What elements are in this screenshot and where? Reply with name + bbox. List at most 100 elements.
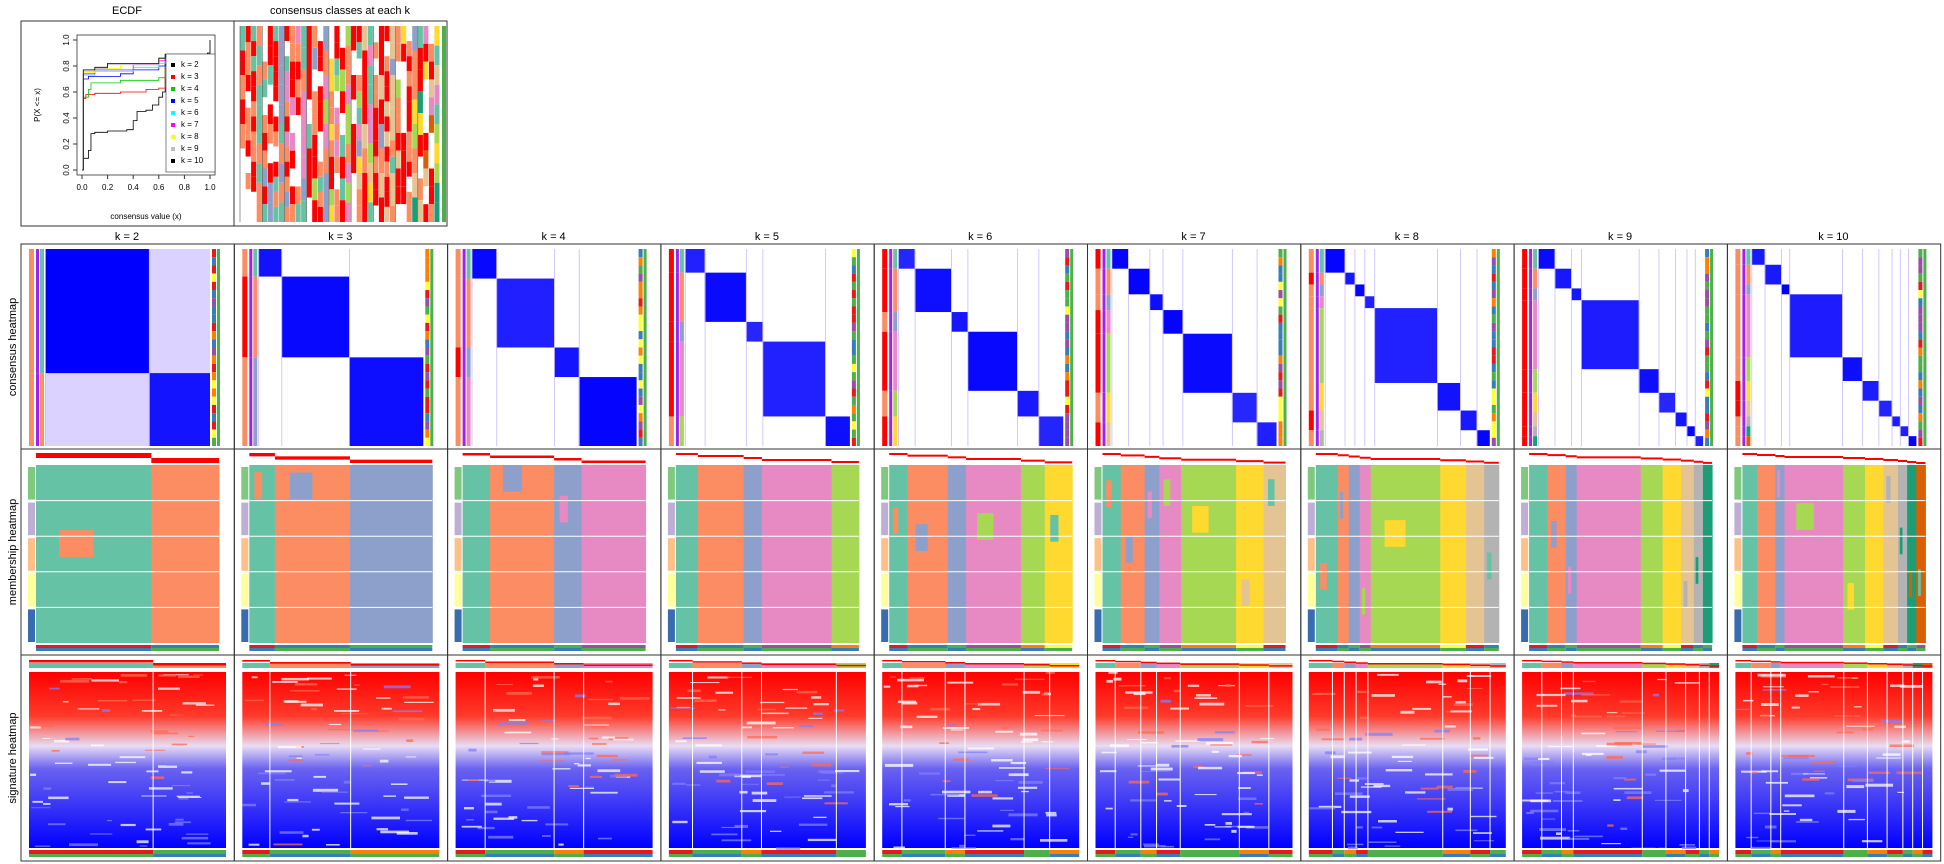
annotation-bar bbox=[1742, 264, 1746, 285]
class-cell-k10 bbox=[428, 43, 434, 62]
class-cell-k6 bbox=[334, 26, 340, 43]
class-cell-k8 bbox=[378, 99, 384, 124]
membership-mix bbox=[1125, 535, 1133, 563]
signature-noise bbox=[289, 690, 320, 692]
signature-noise bbox=[150, 730, 169, 733]
consensus-gridline bbox=[1781, 249, 1782, 446]
signature-bottom-annotation bbox=[945, 850, 965, 854]
bottom-annotation-bar bbox=[1883, 648, 1898, 651]
annotation-bar bbox=[1742, 294, 1746, 358]
membership-mix bbox=[1918, 569, 1921, 596]
signature-noise bbox=[158, 765, 178, 768]
right-annotation-cell bbox=[1918, 249, 1923, 258]
signature-noise bbox=[906, 684, 919, 688]
signature-noise bbox=[541, 751, 569, 754]
bottom-annotation-bar bbox=[462, 648, 491, 651]
row-label-signature: signature heatmap bbox=[7, 712, 19, 803]
signature-prob-bar bbox=[882, 660, 902, 662]
signature-noise bbox=[1108, 672, 1118, 674]
right-annotation-cell bbox=[425, 429, 430, 438]
signature-noise bbox=[1763, 686, 1784, 688]
signature-noise bbox=[1238, 797, 1257, 800]
signature-bottom-annotation bbox=[1922, 854, 1933, 857]
signature-noise bbox=[945, 724, 957, 727]
row-annotation-block bbox=[1521, 573, 1529, 607]
membership-mix bbox=[1487, 552, 1492, 580]
signature-noise bbox=[521, 819, 538, 822]
consensus-gridline bbox=[281, 249, 283, 446]
right-annotation-cell bbox=[1491, 298, 1496, 307]
signature-noise bbox=[531, 723, 560, 725]
ecdf-curves bbox=[82, 40, 211, 171]
class-cell-k3 bbox=[273, 161, 279, 177]
class-cell-k2 bbox=[245, 124, 251, 141]
class-cell-k2 bbox=[251, 41, 257, 57]
row-annotation-block bbox=[454, 502, 462, 536]
signature-noise bbox=[1771, 840, 1796, 843]
signature-noise bbox=[971, 794, 998, 797]
class-cell-k8 bbox=[390, 189, 396, 206]
consensus-gridline bbox=[1861, 249, 1863, 446]
signature-bottom-annotation bbox=[1024, 850, 1050, 854]
class-cell-k6 bbox=[328, 189, 334, 206]
signature-noise bbox=[376, 828, 389, 831]
silhouette-bar bbox=[1735, 426, 1741, 437]
signature-bottom-annotation bbox=[554, 850, 584, 854]
class-cell-k9 bbox=[401, 43, 407, 62]
signature-noise bbox=[1568, 837, 1590, 840]
class-cell-k9 bbox=[395, 186, 401, 205]
class-cell-k10 bbox=[423, 79, 429, 98]
class-probability-bar bbox=[1742, 453, 1758, 455]
signature-noise bbox=[245, 699, 264, 702]
class-cell-k2 bbox=[251, 116, 257, 132]
right-annotation-cell bbox=[851, 355, 856, 364]
class-probability-bar bbox=[1102, 453, 1121, 455]
right-annotation-cell bbox=[1278, 380, 1283, 389]
class-cell-k9 bbox=[395, 43, 401, 62]
signature-noise bbox=[1198, 766, 1223, 770]
signature-prob-bar bbox=[1156, 662, 1181, 665]
right-annotation-cell bbox=[1918, 314, 1923, 323]
signature-noise bbox=[978, 790, 992, 794]
class-cell-k10 bbox=[423, 61, 429, 80]
signature-noise bbox=[1155, 763, 1170, 767]
right-annotation-cell bbox=[1918, 273, 1923, 282]
right-annotation-cell bbox=[425, 273, 430, 282]
class-cell-k8 bbox=[373, 107, 379, 124]
class-probability-bar bbox=[1144, 455, 1160, 458]
bottom-annotation-bar bbox=[1348, 648, 1360, 651]
class-probability-bar bbox=[1662, 458, 1681, 461]
signature-noise bbox=[1901, 740, 1910, 743]
signature-bottom-annotation bbox=[901, 850, 946, 854]
annotation-bar bbox=[1315, 272, 1319, 285]
bottom-annotation-bar bbox=[889, 648, 908, 651]
class-cell-k7 bbox=[351, 26, 357, 51]
class-cell-k3 bbox=[273, 101, 279, 117]
annotation-bar bbox=[249, 249, 253, 277]
bottom-annotation-bar bbox=[1897, 645, 1908, 648]
class-cell-k9 bbox=[401, 26, 407, 44]
legend-swatch bbox=[171, 75, 175, 79]
right-annotation-cell bbox=[1918, 257, 1923, 266]
signature-prob-bar bbox=[1356, 662, 1368, 664]
class-cell-k9 bbox=[401, 97, 407, 116]
annotation-bar bbox=[1742, 284, 1746, 295]
consensus-block-2 bbox=[281, 276, 350, 358]
signature-noise bbox=[711, 833, 738, 836]
class-probability-bar bbox=[697, 455, 744, 457]
right-annotation-cell bbox=[1918, 347, 1923, 356]
signature-noise bbox=[1549, 782, 1565, 785]
panel-k8: k = 8 bbox=[1300, 231, 1515, 862]
consensus-gridline bbox=[1686, 249, 1688, 446]
bottom-annotation-bar bbox=[1907, 648, 1917, 651]
signature-noise bbox=[1211, 750, 1219, 753]
signature-noise bbox=[527, 806, 550, 809]
bottom-annotation-bar bbox=[1181, 648, 1237, 651]
signature-noise bbox=[1427, 810, 1452, 813]
membership-block-10 bbox=[1916, 465, 1926, 643]
signature-bottom-annotation bbox=[761, 850, 837, 854]
signature-noise bbox=[60, 679, 90, 683]
consensus-gridline bbox=[1437, 249, 1438, 446]
class-cell-k5 bbox=[317, 116, 323, 132]
